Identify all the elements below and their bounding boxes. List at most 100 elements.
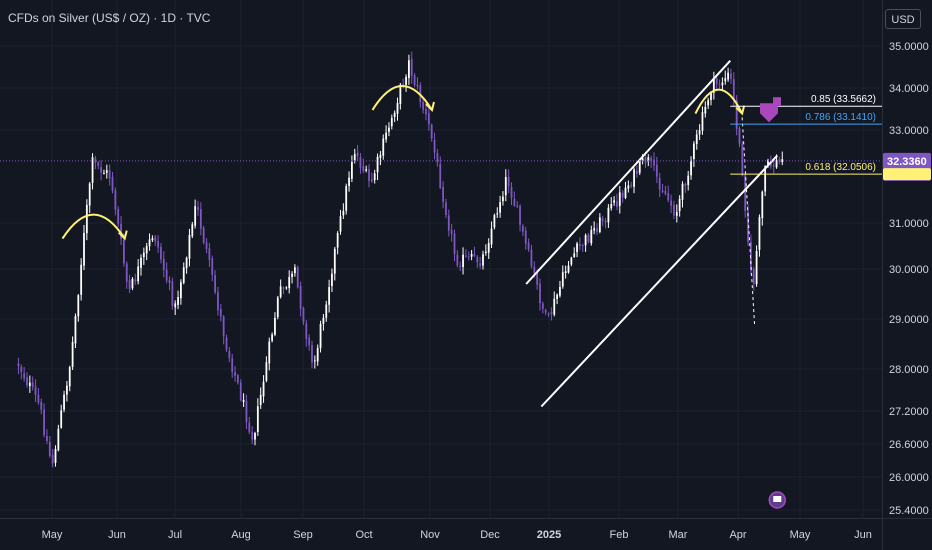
- candle-body: [707, 100, 710, 106]
- candle-body: [430, 124, 433, 139]
- candle-body: [291, 273, 293, 277]
- candle-body: [693, 143, 695, 160]
- candle-body: [567, 265, 570, 273]
- candle-body: [510, 186, 513, 198]
- candle-body: [43, 409, 46, 435]
- candle-body: [533, 266, 536, 274]
- x-tick-label: May: [42, 529, 63, 541]
- candle-body: [17, 363, 20, 367]
- candle-body: [165, 269, 168, 281]
- candle-body: [359, 157, 362, 168]
- candle-body: [527, 242, 530, 250]
- candle-body: [191, 224, 194, 237]
- candle-body: [479, 263, 482, 266]
- top-arc: [61, 213, 126, 240]
- candle-body: [373, 173, 376, 181]
- candle-body: [48, 441, 51, 456]
- candle-body: [348, 177, 350, 187]
- candle-body: [128, 280, 131, 290]
- candle-body: [208, 248, 211, 260]
- candle-body: [100, 166, 103, 173]
- currency-button[interactable]: USD: [885, 9, 921, 29]
- candle-body: [598, 217, 601, 232]
- candle-body: [650, 158, 653, 161]
- candle-body: [530, 249, 533, 267]
- candle-body: [108, 170, 111, 179]
- candle-body: [607, 207, 610, 223]
- candle-body: [254, 433, 256, 440]
- candle-body: [351, 161, 353, 179]
- candle-body: [74, 315, 77, 344]
- y-tick-label: 35.0000: [889, 41, 929, 53]
- candle-body: [410, 58, 413, 76]
- fib-level-label: 0.618 (32.0506): [805, 162, 876, 173]
- candle-body: [653, 159, 655, 166]
- x-tick-label: Jun: [854, 529, 872, 541]
- top-arc: [371, 84, 433, 111]
- candle-body: [322, 317, 325, 324]
- candle-body: [345, 186, 348, 211]
- x-tick-label: 2025: [537, 529, 561, 541]
- candle-body: [516, 205, 519, 207]
- candle-body: [311, 345, 313, 363]
- candle-body: [256, 406, 259, 433]
- x-tick-label: May: [790, 529, 811, 541]
- candle-body: [698, 130, 701, 135]
- candle-body: [199, 209, 202, 229]
- candle-body: [490, 228, 493, 245]
- fib-level-label: 0.85 (33.5662): [811, 94, 876, 105]
- candle-body: [701, 112, 704, 131]
- candle-body: [388, 127, 390, 132]
- candle-body: [678, 198, 681, 212]
- dashed-move-line: [741, 117, 756, 325]
- candle-body: [502, 196, 504, 202]
- candle-body: [217, 292, 219, 311]
- candle-body: [225, 337, 228, 350]
- candle-body: [544, 310, 547, 313]
- candle-body: [237, 375, 239, 383]
- candle-body: [276, 297, 279, 318]
- candle-body: [522, 225, 524, 232]
- candle-body: [242, 399, 245, 402]
- candle-body: [171, 281, 174, 307]
- candle-body: [732, 79, 735, 101]
- candle-body: [718, 84, 721, 86]
- candle-body: [633, 169, 635, 187]
- candle-body: [31, 382, 34, 387]
- candle-body: [63, 394, 65, 410]
- chart-title: CFDs on Silver (US$ / OZ) · 1D · TVC: [8, 11, 211, 25]
- candle-body: [205, 242, 208, 249]
- x-tick-label: Aug: [231, 529, 251, 541]
- candle-body: [279, 286, 282, 297]
- candle-body: [504, 177, 507, 196]
- candle-body: [370, 179, 373, 182]
- candle-body: [353, 154, 356, 161]
- candle-body: [447, 215, 450, 231]
- top-arc: [694, 88, 744, 115]
- candle-body: [442, 186, 445, 202]
- candle-body: [627, 185, 630, 189]
- candle-body: [613, 200, 616, 203]
- candle-body: [402, 83, 405, 85]
- candle-body: [561, 272, 564, 287]
- candle-body: [333, 248, 336, 274]
- candle-body: [630, 184, 633, 187]
- candle-body: [185, 257, 188, 269]
- candle-body: [547, 313, 550, 315]
- down-arrow-marker: [760, 103, 778, 123]
- candle-body: [624, 187, 627, 199]
- candle-body: [459, 265, 462, 267]
- candle-body: [302, 307, 305, 323]
- candle-body: [695, 134, 698, 144]
- candle-body: [476, 256, 479, 263]
- candle-body: [28, 382, 31, 387]
- candle-body: [761, 191, 764, 219]
- candle-body: [385, 132, 388, 140]
- candle-body: [77, 295, 80, 317]
- candle-body: [160, 246, 162, 260]
- candle-body: [288, 277, 291, 288]
- candle-body: [513, 198, 516, 206]
- candle-body: [673, 205, 675, 216]
- candle-body: [747, 211, 749, 242]
